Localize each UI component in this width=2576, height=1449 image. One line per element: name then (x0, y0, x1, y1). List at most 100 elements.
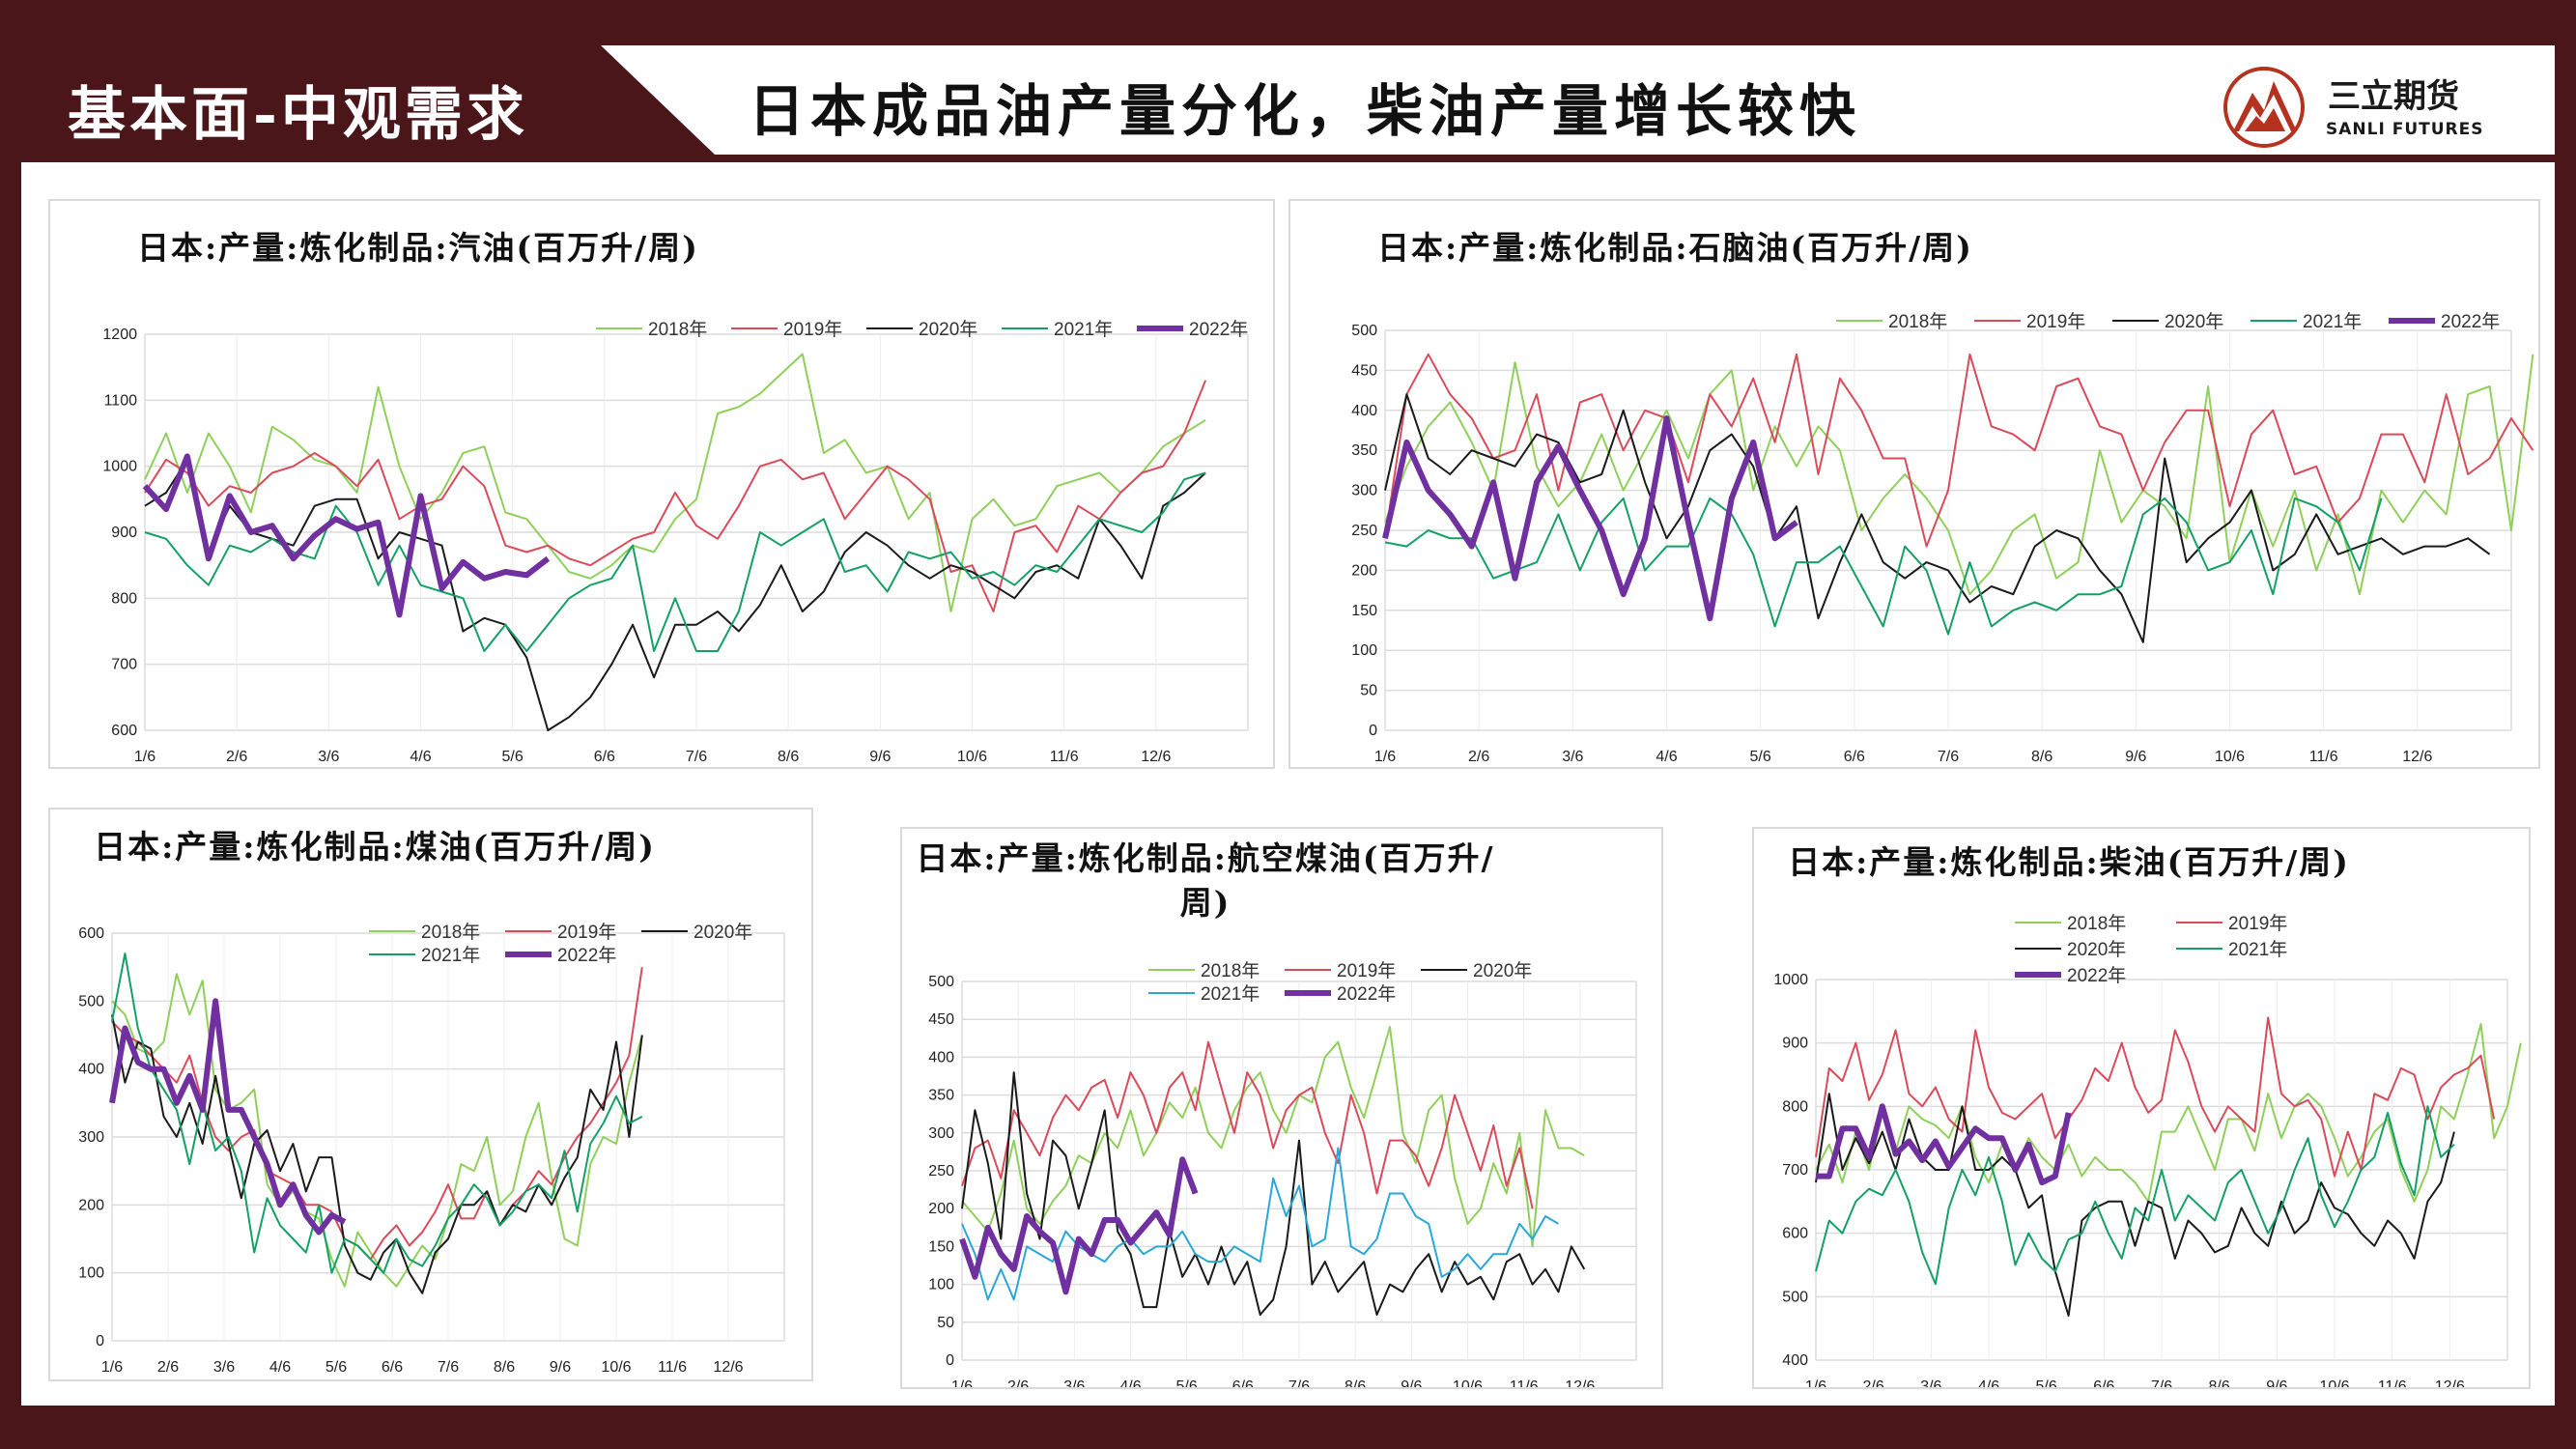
jet-fuel-chart-panel: 日本:产量:炼化制品:航空煤油(百万升/周) 0 50 100 150 200 250 30… (900, 827, 1663, 1389)
y-tick-label: 400 (1351, 403, 1377, 419)
chart-title: 日本:产量:炼化制品:石脑油(百万升/周) (1377, 229, 1973, 267)
x-tick-label: 6/6 (382, 1359, 403, 1376)
jet-fuel-chart: 0 50 100 150 200 250 300 350 400 450 500 1/6 2/6 3/6 4… (928, 960, 1637, 1387)
x-tick-label: 1/6 (951, 1378, 973, 1387)
x-tick-label: 12/6 (713, 1359, 743, 1376)
legend-label: 2021年 (1054, 319, 1113, 340)
legend-label: 2020年 (1473, 960, 1532, 981)
x-tick-label: 4/6 (1978, 1378, 1999, 1387)
y-tick-label: 500 (928, 974, 954, 990)
legend-label: 2021年 (2303, 311, 2362, 332)
x-tick-label: 5/6 (1176, 1378, 1198, 1387)
x-tick-label: 3/6 (318, 749, 339, 765)
series-line-2020年 (144, 458, 1206, 731)
kerosene-chart-panel: 日本:产量:炼化制品:煤油(百万升/周) 0 100 200 300 400 500 600… (48, 808, 813, 1381)
y-tick-label: 800 (1782, 1098, 1808, 1115)
series-line-2018年 (961, 1026, 1585, 1248)
x-tick-label: 2/6 (226, 749, 247, 765)
y-tick-label: 350 (928, 1088, 954, 1104)
section-title: 基本面-中观需求 (68, 81, 528, 149)
series-line-2022年 (142, 453, 551, 618)
x-tick-label: 10/6 (2215, 749, 2245, 765)
series-line-2022年 (1816, 1103, 2072, 1186)
y-tick-label: 0 (96, 1333, 104, 1350)
y-tick-label: 400 (928, 1049, 954, 1065)
diesel-chart-panel: 日本:产量:炼化制品:柴油(百万升/周) 400 500 600 700 800 900 1… (1752, 827, 2531, 1389)
legend-label: 2019年 (2228, 913, 2287, 934)
legend-label: 2021年 (1201, 983, 1260, 1005)
series-line-2018年 (1384, 354, 2534, 596)
y-tick-label: 450 (928, 1011, 954, 1028)
x-tick-label: 11/6 (1510, 1378, 1539, 1387)
y-tick-label: 150 (1351, 603, 1377, 619)
x-tick-label: 5/6 (502, 749, 524, 765)
legend-label: 2020年 (2165, 311, 2223, 332)
x-tick-label: 3/6 (213, 1359, 235, 1376)
series-line-2020年 (961, 1071, 1586, 1316)
logo-text-en: SANLI FUTURES (2326, 120, 2484, 139)
y-tick-label: 250 (928, 1163, 954, 1179)
header: 基本面-中观需求 日本成品油产量分化，柴油产量增长较快 三立期货 SANLI F… (0, 0, 2576, 159)
legend-label: 2019年 (783, 319, 842, 340)
x-tick-label: 8/6 (778, 749, 799, 765)
legend-label: 2018年 (648, 319, 707, 340)
logo-text-cn: 三立期货 (2328, 77, 2459, 116)
y-tick-label: 400 (1782, 1352, 1808, 1369)
series-line-2018年 (111, 973, 643, 1288)
y-tick-label: 50 (1360, 683, 1377, 699)
series-line-2019年 (144, 380, 1207, 612)
y-tick-label: 0 (946, 1352, 954, 1369)
x-tick-label: 1/6 (1374, 749, 1396, 765)
y-tick-label: 500 (78, 993, 104, 1009)
x-tick-label: 5/6 (2036, 1378, 2057, 1387)
series-line-2021年 (111, 952, 643, 1274)
x-tick-label: 4/6 (269, 1359, 291, 1376)
x-tick-label: 12/6 (1565, 1378, 1595, 1387)
y-tick-label: 50 (937, 1315, 954, 1331)
y-tick-label: 600 (78, 925, 104, 942)
content-area: 日本:产量:炼化制品:汽油(百万升/周) 600 700 800 900 1000 110… (21, 162, 2555, 1406)
legend-label: 2022年 (1189, 319, 1248, 340)
series-line-2019年 (961, 1040, 1534, 1209)
y-tick-label: 200 (78, 1197, 104, 1213)
series-line-2018年 (144, 353, 1206, 612)
legend-label: 2018年 (1201, 960, 1260, 981)
legend-label: 2022年 (1337, 983, 1396, 1005)
x-tick-label: 9/6 (2125, 749, 2146, 765)
x-tick-label: 9/6 (1401, 1378, 1422, 1387)
series-line-2018年 (1815, 1023, 2522, 1203)
x-tick-label: 6/6 (2093, 1378, 2114, 1387)
y-tick-label: 1100 (104, 392, 138, 409)
legend-label: 2020年 (694, 922, 752, 943)
series-line-2021年 (1815, 1105, 2455, 1286)
legend-label: 2019年 (557, 922, 616, 943)
naphtha-chart: 0 50 100 150 200 250 300 350 400 450 500 1/6 2/6 3/6 4… (1351, 311, 2534, 765)
x-tick-label: 6/6 (1844, 749, 1865, 765)
legend-label: 2022年 (557, 945, 616, 966)
y-tick-label: 300 (1351, 483, 1377, 499)
x-tick-label: 8/6 (2031, 749, 2052, 765)
y-tick-label: 700 (1782, 1162, 1808, 1179)
y-tick-label: 200 (928, 1201, 954, 1217)
series-line-2019年 (111, 967, 643, 1261)
x-tick-label: 2/6 (1007, 1378, 1029, 1387)
x-tick-label: 7/6 (1938, 749, 1959, 765)
x-tick-label: 11/6 (1050, 749, 1079, 765)
x-tick-label: 12/6 (1141, 749, 1171, 765)
y-tick-label: 400 (78, 1062, 104, 1078)
y-tick-label: 250 (1351, 523, 1377, 539)
chart-title: 日本:产量:炼化制品:煤油(百万升/周) (94, 828, 656, 866)
gasoline-chart-panel: 日本:产量:炼化制品:汽油(百万升/周) 600 700 800 900 1000 110… (48, 199, 1275, 769)
series-line-2022年 (109, 998, 347, 1236)
x-tick-label: 3/6 (1562, 749, 1583, 765)
y-tick-label: 1000 (1773, 972, 1808, 988)
x-tick-label: 3/6 (1920, 1378, 1941, 1387)
gasoline-chart: 600 700 800 900 1000 1100 1200 1/6 2/6 3/6 4/6 5/6 6… (102, 319, 1249, 765)
legend-label: 2019年 (2026, 311, 2085, 332)
legend-label: 2020年 (2067, 939, 2126, 960)
y-tick-label: 500 (1351, 323, 1377, 339)
chart-title: 日本:产量:炼化制品:航空煤油(百万升/周) (916, 839, 1495, 922)
legend-label: 2022年 (2441, 311, 2500, 332)
x-tick-label: 8/6 (494, 1359, 515, 1376)
sanli-logo: 三立期货 SANLI FUTURES (2220, 64, 2482, 151)
